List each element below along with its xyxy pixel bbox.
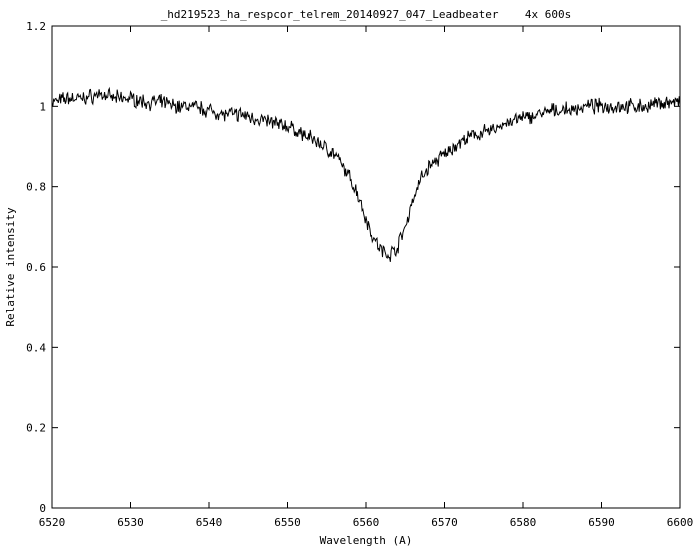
y-tick-label: 0.8: [26, 181, 46, 194]
y-axis-label: Relative intensity: [4, 207, 17, 327]
y-tick-label: 0: [39, 502, 46, 515]
y-tick-label: 0.6: [26, 261, 46, 274]
y-tick-label: 1.2: [26, 20, 46, 33]
x-axis-label: Wavelength (A): [320, 534, 413, 547]
x-tick-label: 6570: [431, 516, 458, 529]
y-tick-label: 1: [39, 100, 46, 113]
tick-labels: 6520 6530 6540 6550 6560 6570 6580 6590 6600 0 0.2…: [26, 20, 693, 529]
x-tick-label: 6560: [353, 516, 380, 529]
x-tick-label: 6530: [117, 516, 144, 529]
x-tick-label: 6580: [510, 516, 537, 529]
x-tick-label: 6600: [667, 516, 694, 529]
x-tick-label: 6540: [196, 516, 223, 529]
y-tick-label: 0.2: [26, 422, 46, 435]
plot-frame: [51, 25, 681, 509]
x-tick-label: 6590: [588, 516, 615, 529]
spectrum-line: [51, 86, 681, 262]
y-tick-label: 0.4: [26, 341, 46, 354]
x-tick-label: 6550: [274, 516, 301, 529]
x-tick-label: 6520: [39, 516, 66, 529]
chart-title: _hd219523_ha_respcor_telrem_20140927_047…: [161, 8, 572, 21]
